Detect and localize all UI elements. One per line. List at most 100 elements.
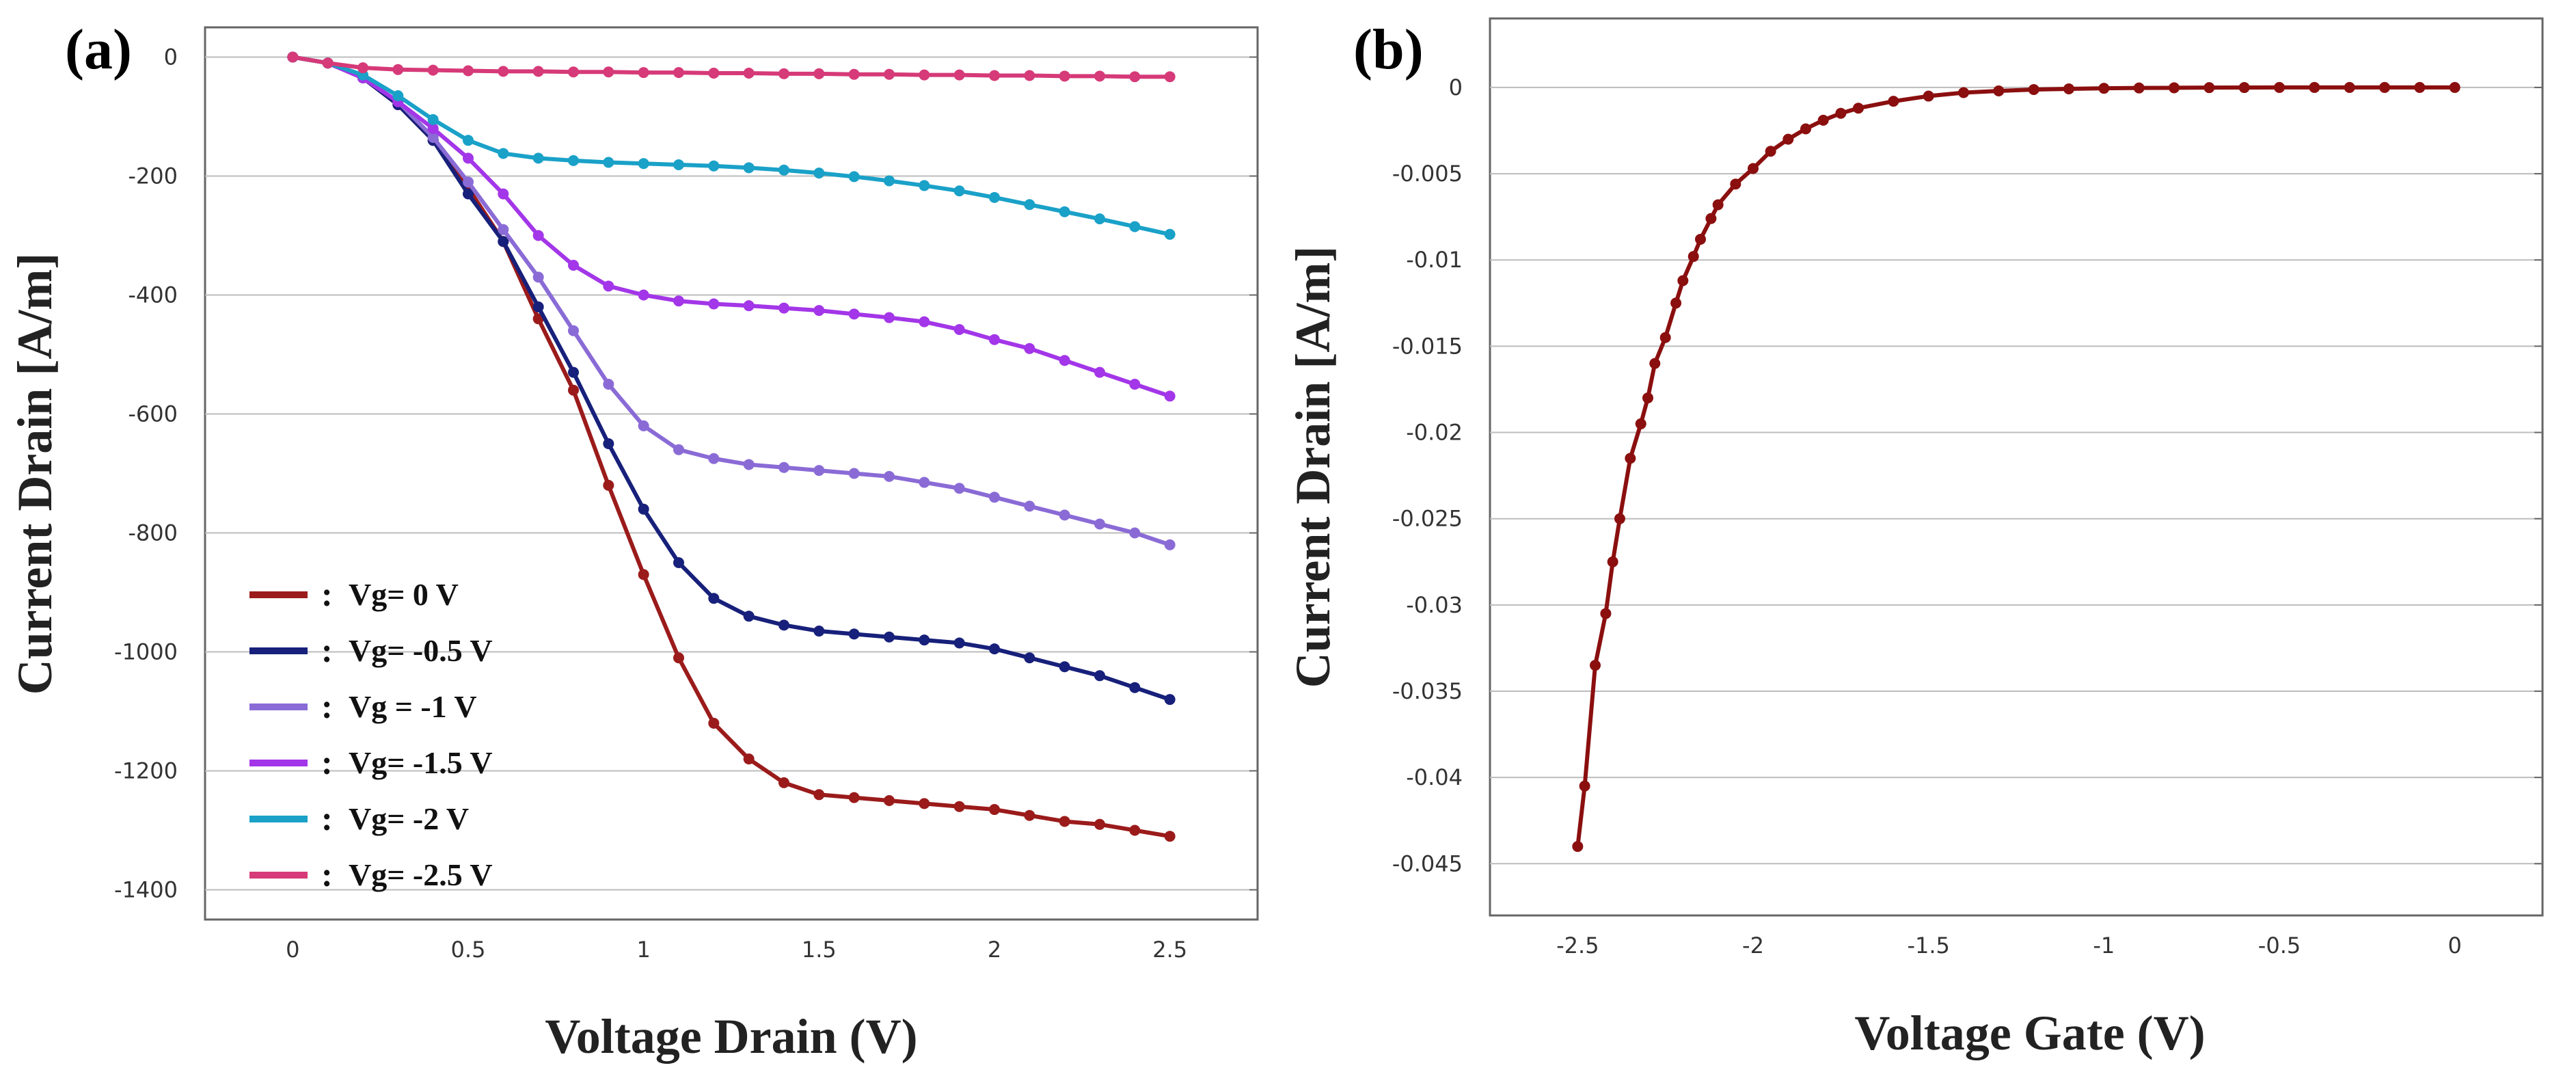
a-data-point <box>532 152 544 164</box>
a-y-tick-label: -600 <box>128 401 178 427</box>
a-y-tick-label: -200 <box>128 163 178 189</box>
b-x-tick-label: -0.5 <box>2258 933 2301 959</box>
panel-a-gridlines <box>205 56 1258 891</box>
b-series-line <box>1575 85 2455 847</box>
a-data-point <box>427 113 439 125</box>
a-data-point <box>708 717 720 729</box>
legend-item: : Vg = -1 V <box>249 687 477 725</box>
a-series-3 <box>287 51 1176 402</box>
b-y-tick-label: -0.045 <box>1392 850 1463 876</box>
a-data-point <box>884 631 895 643</box>
b-data-point <box>2098 83 2110 94</box>
b-data-point <box>2309 81 2320 93</box>
a-y-tick-label: -400 <box>128 282 178 308</box>
a-data-point <box>989 804 1000 816</box>
a-data-point <box>1024 652 1035 664</box>
b-data-point <box>1853 103 1864 114</box>
a-series-line <box>292 55 1171 399</box>
a-data-point <box>778 461 789 473</box>
a-data-point <box>953 69 965 81</box>
b-data-point <box>2204 82 2215 94</box>
a-series-line <box>292 55 1171 237</box>
b-data-point <box>1687 251 1699 263</box>
a-data-point <box>603 479 614 491</box>
panel-b-y-tick-labels: 0 -0.005 -0.01 -0.015 -0.02 -0.025 -0.03 -0.035… <box>1392 75 1463 876</box>
a-data-point <box>848 68 860 80</box>
legend-colon: : <box>321 799 333 838</box>
b-y-tick-label: -0.005 <box>1392 161 1463 187</box>
a-data-point <box>743 611 755 622</box>
a-data-point <box>708 453 720 464</box>
panel-a-y-axis-title: Current Drain [A/m] <box>8 253 62 695</box>
a-x-tick-label: 0 <box>286 937 299 963</box>
a-data-point <box>357 62 368 74</box>
b-x-tick-label: -2 <box>1742 933 1764 959</box>
a-data-point <box>919 798 930 809</box>
a-data-point <box>1059 206 1070 217</box>
a-data-point <box>392 90 404 102</box>
a-data-point <box>743 300 755 312</box>
a-data-point <box>1024 199 1035 211</box>
legend-item: : Vg= 0 V <box>249 575 459 613</box>
b-data-point <box>1659 332 1671 343</box>
a-x-tick-label: 0.5 <box>451 937 486 963</box>
b-data-point <box>2238 82 2250 94</box>
a-data-point <box>1094 213 1105 225</box>
a-data-point <box>427 122 439 134</box>
a-data-point <box>427 64 439 76</box>
b-data-point <box>2379 81 2390 93</box>
b-y-tick-label: -0.025 <box>1392 506 1463 532</box>
b-data-point <box>1888 96 1899 107</box>
panel-a-legend: : Vg= 0 V: Vg= -0.5 V: Vg = -1 V: Vg= -1.5 V… <box>249 575 493 894</box>
panel-b-x-tick-labels: -2.5 -2 -1.5 -1 -0.5 0 <box>1556 933 2462 959</box>
legend-label: Vg= -2 V <box>349 801 469 836</box>
a-data-point <box>884 312 895 323</box>
panel-b-series-group <box>1572 81 2460 853</box>
b-data-point <box>1695 233 1706 245</box>
b-data-point <box>1800 123 1811 135</box>
panel-a-series-group <box>287 51 1176 842</box>
a-data-point <box>813 626 825 637</box>
a-data-point <box>463 135 474 146</box>
b-y-tick-label: -0.04 <box>1406 764 1463 790</box>
b-data-point <box>1730 178 1741 190</box>
a-data-point <box>532 301 544 312</box>
b-y-tick-label: -0.035 <box>1392 678 1463 704</box>
legend-label: Vg= -2.5 V <box>349 857 493 892</box>
a-data-point <box>919 180 930 191</box>
a-series-2 <box>287 51 1176 550</box>
a-data-point <box>919 634 930 646</box>
b-data-point <box>2169 82 2180 94</box>
a-y-tick-label: 0 <box>164 44 178 70</box>
a-data-point <box>1164 228 1176 240</box>
a-data-point <box>1164 71 1176 83</box>
a-data-point <box>568 384 579 396</box>
b-data-point <box>1835 107 1847 119</box>
a-data-point <box>568 155 579 166</box>
a-data-point <box>953 801 965 812</box>
b-data-point <box>2063 83 2074 94</box>
legend-item: : Vg= -2.5 V <box>249 855 493 894</box>
b-data-point <box>1607 556 1618 567</box>
a-data-point <box>953 185 965 197</box>
a-data-point <box>989 492 1000 503</box>
a-data-point <box>813 465 825 477</box>
a-data-point <box>813 168 825 179</box>
b-data-point <box>1782 133 1794 145</box>
a-data-point <box>322 57 334 69</box>
a-data-point <box>989 643 1000 655</box>
a-data-point <box>1059 70 1070 82</box>
b-y-tick-label: -0.02 <box>1406 420 1463 446</box>
a-data-point <box>953 483 965 494</box>
a-y-tick-label: -1000 <box>114 639 178 665</box>
a-data-point <box>989 334 1000 345</box>
a-data-point <box>1024 343 1035 354</box>
legend-label: Vg = -1 V <box>349 689 477 724</box>
legend-colon: : <box>321 687 333 725</box>
b-y-tick-label: 0 <box>1449 75 1463 100</box>
a-data-point <box>463 176 474 188</box>
b-data-point <box>1765 146 1776 157</box>
a-x-tick-label: 1 <box>636 937 650 963</box>
a-data-point <box>463 188 474 200</box>
b-data-point <box>1670 297 1682 309</box>
